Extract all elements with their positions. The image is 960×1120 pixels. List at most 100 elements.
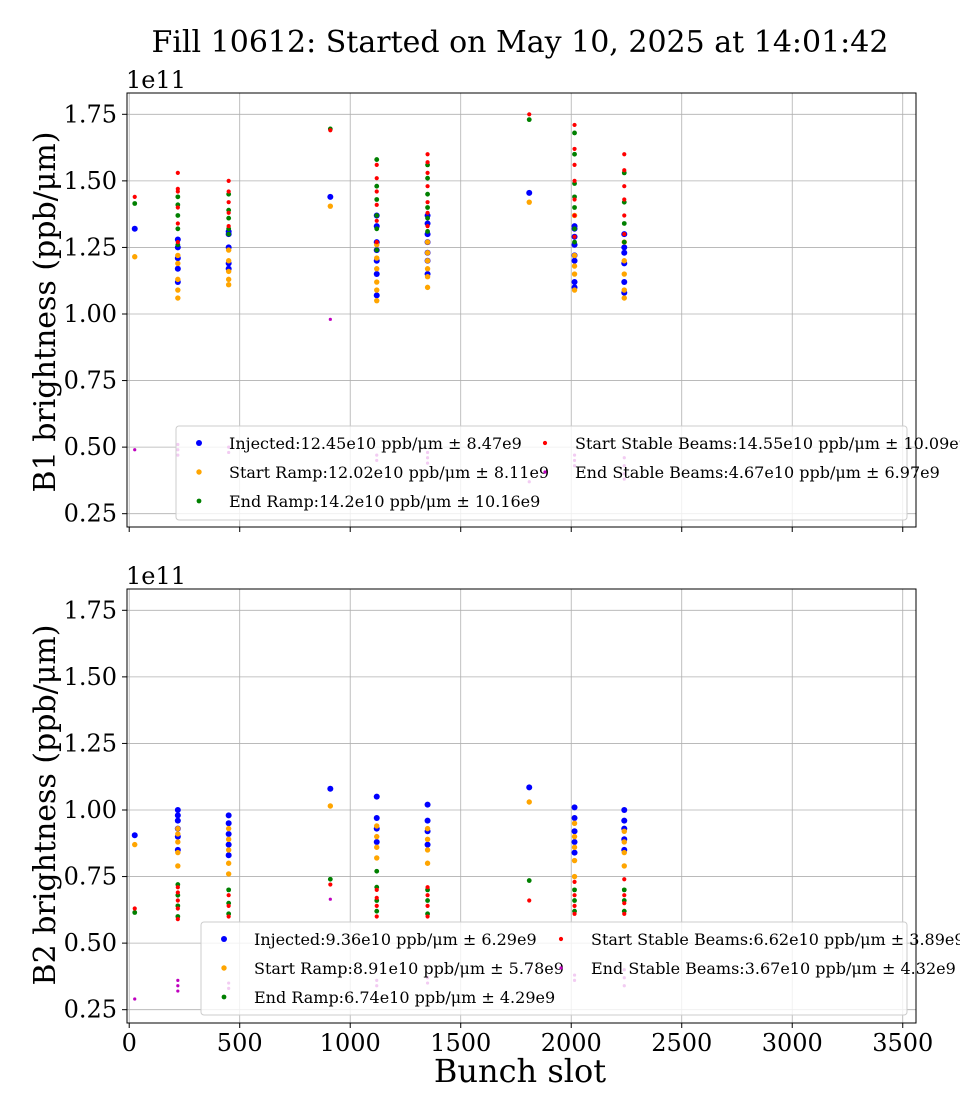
data-point <box>424 258 431 264</box>
data-point <box>175 885 180 890</box>
data-point <box>226 231 232 237</box>
data-point <box>425 184 430 189</box>
data-point <box>225 268 232 275</box>
data-point <box>425 160 430 165</box>
data-point <box>374 218 379 223</box>
data-point <box>425 224 430 229</box>
data-point <box>175 221 180 226</box>
x-tick-label: 1500 <box>430 1029 491 1057</box>
legend-marker <box>559 966 563 970</box>
data-point <box>226 893 231 898</box>
data-point <box>175 863 181 869</box>
data-point <box>526 199 532 205</box>
data-point <box>175 287 181 293</box>
data-point <box>425 914 430 919</box>
data-point <box>425 898 430 903</box>
data-point <box>132 910 138 915</box>
x-axis-label: Bunch slot <box>434 1052 606 1090</box>
data-point <box>327 785 334 792</box>
data-point <box>572 146 577 152</box>
data-point <box>226 215 232 221</box>
data-point <box>425 885 430 890</box>
data-point <box>425 200 430 205</box>
legend-marker <box>542 440 548 446</box>
data-point <box>572 205 577 210</box>
data-point <box>424 801 431 808</box>
data-point <box>132 254 138 260</box>
data-point <box>374 240 379 245</box>
data-point <box>373 838 380 845</box>
legend-marker <box>221 994 227 1000</box>
data-point <box>374 183 380 189</box>
b2-legend: Injected:9.36e10 ppb/μm ± 6.29e9 Start Ra… <box>200 921 960 1016</box>
data-point <box>425 210 430 215</box>
data-point <box>175 831 181 837</box>
data-point <box>571 287 578 293</box>
y-tick-label: 1.00 <box>64 300 117 328</box>
data-point <box>622 232 627 237</box>
legend-entry: Injected:12.45e10 ppb/μm ± 8.47e9 <box>229 434 522 453</box>
data-point <box>424 825 431 832</box>
data-point <box>425 170 430 175</box>
data-point <box>424 860 431 866</box>
data-point <box>374 266 380 272</box>
data-point <box>526 189 533 196</box>
data-point <box>225 820 232 827</box>
data-point <box>132 194 137 199</box>
data-point <box>622 893 627 898</box>
data-point <box>374 226 380 232</box>
legend-entry: End Stable Beams:3.67e10 ppb/μm ± 4.32e9 <box>591 959 956 978</box>
data-point <box>424 817 431 824</box>
legend-entry: End Ramp:14.2e10 ppb/μm ± 10.16e9 <box>229 492 540 511</box>
legend-marker <box>221 965 227 971</box>
data-point <box>328 882 333 887</box>
data-point <box>621 279 628 286</box>
data-point <box>572 898 577 903</box>
data-point <box>571 844 578 850</box>
data-point <box>571 804 578 811</box>
data-point <box>328 128 333 133</box>
b1-axis-ticks: 0.25 0.50 0.75 1.00 1.25 1.50 1.75 <box>64 100 904 532</box>
b2-y-axis-label: B2 brightness (ppb/μm) <box>28 625 63 986</box>
data-point <box>374 247 380 253</box>
data-point <box>225 247 232 253</box>
data-point <box>572 239 577 245</box>
data-point <box>226 903 231 908</box>
x-tick-label: 1000 <box>320 1029 381 1057</box>
legend-entry: End Ramp:6.74e10 ppb/μm ± 4.29e9 <box>254 988 555 1007</box>
data-point <box>175 917 180 922</box>
data-point <box>225 871 232 877</box>
data-point <box>572 178 577 183</box>
figure-title: Fill 10612: Started on May 10, 2025 at 1… <box>152 25 889 60</box>
data-point <box>526 784 533 791</box>
data-point <box>175 906 180 911</box>
b2-y-multiplier: 1e11 <box>126 562 186 590</box>
data-point <box>131 832 138 839</box>
data-point <box>572 911 577 916</box>
y-tick-label: 1.75 <box>64 100 117 128</box>
data-point <box>374 213 380 218</box>
data-point <box>175 213 181 218</box>
data-point <box>621 244 628 251</box>
data-point <box>131 225 138 232</box>
data-point <box>373 793 380 800</box>
legend-entry: Start Ramp:8.91e10 ppb/μm ± 5.78e9 <box>254 959 564 978</box>
data-point <box>374 189 379 194</box>
data-point <box>571 279 578 286</box>
data-point <box>425 893 430 898</box>
data-point <box>175 295 181 301</box>
b1-y-axis-label: B1 brightness (ppb/μm) <box>28 132 63 493</box>
x-tick-label: 2000 <box>541 1029 602 1057</box>
data-point <box>571 257 578 264</box>
data-point <box>176 978 180 982</box>
data-point <box>175 194 181 200</box>
data-point <box>373 814 380 821</box>
data-point <box>425 152 430 157</box>
y-tick-label: 0.75 <box>64 863 117 891</box>
b1-legend: Injected:12.45e10 ppb/μm ± 8.47e9 Start R… <box>175 425 960 521</box>
data-point <box>374 914 379 919</box>
data-point <box>374 895 379 900</box>
data-point <box>572 903 577 908</box>
data-point <box>374 255 380 261</box>
data-point <box>621 839 627 845</box>
